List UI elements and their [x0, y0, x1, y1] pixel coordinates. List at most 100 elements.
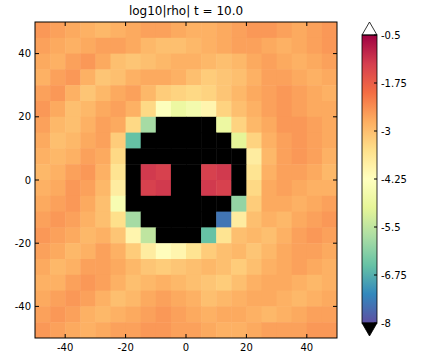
cell	[65, 243, 81, 259]
cell	[246, 212, 262, 228]
cell	[246, 101, 262, 117]
cell	[201, 69, 217, 85]
cell	[171, 69, 187, 85]
x-tick	[186, 334, 187, 338]
cell	[141, 212, 157, 228]
cell	[246, 54, 262, 70]
cell	[126, 164, 142, 180]
cell	[141, 164, 157, 180]
cell	[322, 117, 337, 133]
cell	[231, 85, 247, 101]
cell	[262, 306, 278, 322]
cell	[35, 275, 51, 291]
cell	[262, 148, 278, 164]
cell	[231, 259, 247, 275]
cell	[35, 322, 51, 338]
cell	[307, 291, 323, 307]
cell	[126, 322, 142, 338]
cell	[95, 54, 111, 70]
cell	[246, 306, 262, 322]
cell	[65, 117, 81, 133]
cell	[111, 322, 127, 338]
cell	[231, 117, 247, 133]
cell	[111, 85, 127, 101]
colorbar-tick-label: -5.5	[381, 222, 401, 233]
cell	[141, 85, 157, 101]
cell	[246, 164, 262, 180]
cell	[80, 322, 96, 338]
cell	[231, 22, 247, 38]
cell	[50, 306, 66, 322]
cell	[156, 117, 172, 133]
cell	[65, 180, 81, 196]
cell	[322, 38, 337, 54]
cell	[322, 101, 337, 117]
y-tick	[333, 180, 337, 181]
cell	[277, 322, 293, 338]
cell	[141, 196, 157, 212]
cell	[126, 275, 142, 291]
cell	[95, 117, 111, 133]
cell	[246, 85, 262, 101]
cell	[65, 54, 81, 70]
colorbar-tick-label: -1.75	[381, 78, 407, 89]
cell	[156, 243, 172, 259]
cell	[292, 306, 308, 322]
cell	[95, 306, 111, 322]
cell	[201, 275, 217, 291]
cell	[111, 54, 127, 70]
cell	[292, 85, 308, 101]
cell	[65, 322, 81, 338]
cell	[50, 22, 66, 38]
cell	[156, 54, 172, 70]
cell	[50, 69, 66, 85]
cell	[65, 227, 81, 243]
cell	[246, 133, 262, 149]
cell	[277, 54, 293, 70]
cell	[126, 101, 142, 117]
cell	[307, 243, 323, 259]
cell	[262, 243, 278, 259]
cell	[231, 180, 247, 196]
cell	[277, 133, 293, 149]
cell	[292, 22, 308, 38]
cell	[292, 243, 308, 259]
cell	[201, 259, 217, 275]
cell	[262, 291, 278, 307]
cell	[216, 322, 232, 338]
cell	[186, 69, 202, 85]
y-tick	[333, 306, 337, 307]
cell	[231, 101, 247, 117]
x-tick	[65, 22, 66, 26]
cell	[216, 227, 232, 243]
x-tick-label: -20	[117, 342, 133, 353]
cell	[141, 22, 157, 38]
cell	[201, 148, 217, 164]
cell	[216, 275, 232, 291]
cell	[95, 69, 111, 85]
cell	[186, 275, 202, 291]
cell	[171, 212, 187, 228]
cell	[35, 306, 51, 322]
cell	[292, 259, 308, 275]
cell	[35, 164, 51, 180]
cell	[292, 117, 308, 133]
cell	[50, 117, 66, 133]
cell	[201, 164, 217, 180]
cell	[246, 322, 262, 338]
cell	[262, 212, 278, 228]
cell	[35, 243, 51, 259]
cell	[50, 322, 66, 338]
cell	[277, 291, 293, 307]
cell	[231, 54, 247, 70]
colorbar-tick	[374, 323, 377, 324]
cell	[216, 22, 232, 38]
cell	[262, 101, 278, 117]
cell	[292, 54, 308, 70]
colorbar-tick-label: -0.5	[381, 30, 401, 41]
cell	[262, 22, 278, 38]
cell	[262, 275, 278, 291]
cell	[231, 275, 247, 291]
cell	[65, 259, 81, 275]
cell	[216, 212, 232, 228]
